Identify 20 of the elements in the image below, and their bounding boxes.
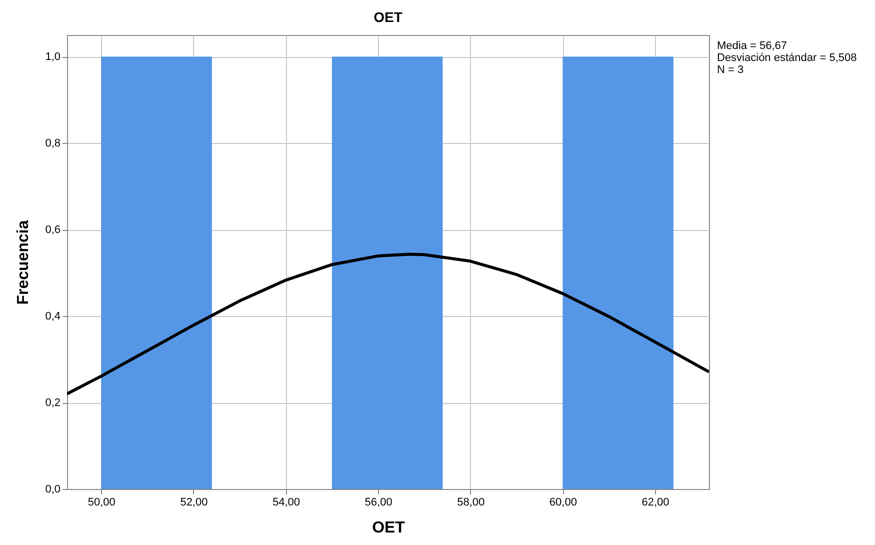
chart-title: OET (374, 9, 403, 25)
x-tick-label: 60,00 (549, 496, 577, 508)
x-tick-label: 62,00 (642, 496, 670, 508)
y-tick-label: 1,0 (45, 51, 60, 64)
line-series (67, 252, 709, 396)
x-tick-label: 52,00 (180, 496, 208, 508)
y-tick-label: 0,0 (45, 484, 60, 496)
x-axis-title: OET (372, 520, 406, 536)
x-tick-label: 50,00 (88, 496, 116, 508)
y-tick-label: 0,8 (45, 138, 60, 150)
y-tick-label: 0,2 (45, 397, 60, 410)
x-tick-label: 56,00 (364, 496, 392, 508)
x-tick-label: 54,00 (272, 496, 300, 508)
x-tick-label: 58,00 (457, 496, 485, 508)
y-axis-title: Frecuencia (15, 220, 32, 305)
text: N = 3 (717, 64, 744, 76)
y-tick-label: 0,6 (45, 224, 60, 236)
text: Desviación estándar = 5,508 (717, 52, 857, 64)
y-tick-label: 0,4 (45, 310, 60, 323)
text: Media = 56,67 (717, 40, 788, 52)
